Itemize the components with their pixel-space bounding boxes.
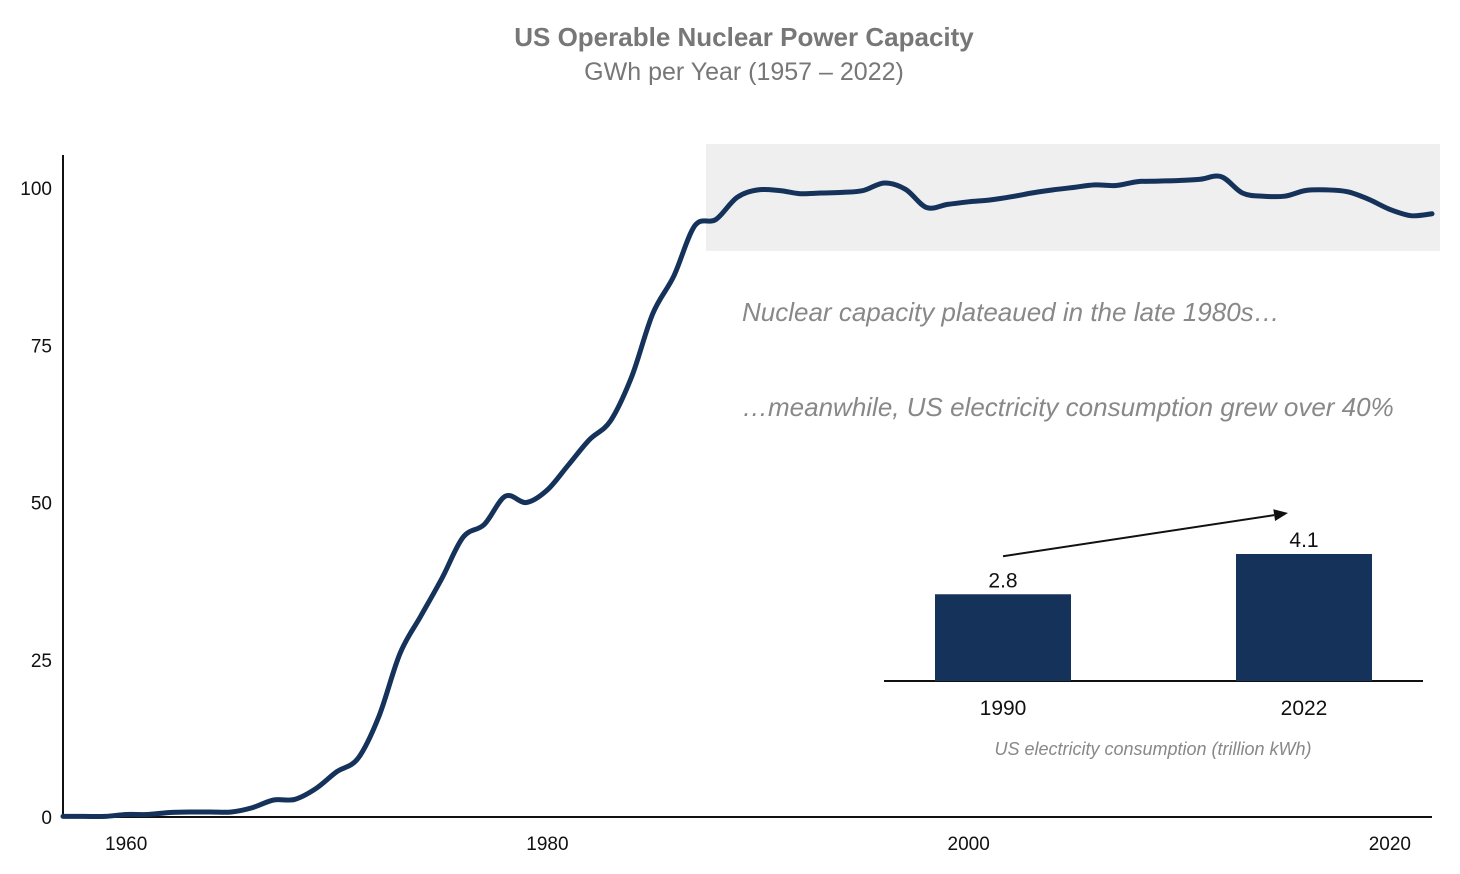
bar-value-label: 2.8 [988, 569, 1017, 592]
y-tick-label: 50 [31, 494, 52, 515]
y-tick-label: 75 [31, 336, 52, 357]
x-tick-label: 2000 [948, 834, 990, 855]
bar [935, 594, 1071, 681]
y-tick-label: 25 [31, 651, 52, 672]
consumption-annotation: …meanwhile, US electricity consumption g… [742, 392, 1394, 422]
bar-category-labels: 1990 2022 [980, 697, 1328, 720]
capacity-series-line [60, 173, 1435, 820]
x-tick-labels: 1960 1980 2000 2020 [105, 834, 1411, 855]
plateau-highlight-band [705, 143, 1440, 251]
x-tick-label: 1980 [526, 834, 568, 855]
y-tick-labels: 0 25 50 75 100 [20, 179, 52, 829]
bar [1236, 554, 1372, 681]
growth-arrow-head [1273, 509, 1288, 521]
x-tick-label: 1960 [105, 834, 147, 855]
plateau-annotation: Nuclear capacity plateaued in the late 1… [742, 297, 1280, 327]
chart-header: US Operable Nuclear Power Capacity GWh p… [514, 22, 974, 86]
growth-arrow [1002, 509, 1288, 558]
bar-chart-xlabel: US electricity consumption (trillion kWh… [994, 739, 1311, 759]
bar-category-label: 2022 [1281, 697, 1328, 720]
chart-title: US Operable Nuclear Power Capacity [514, 22, 974, 52]
chart-subtitle: GWh per Year (1957 – 2022) [584, 58, 904, 86]
consumption-bar-chart: 2.8 4.1 1990 2022 US electricity consumpti… [884, 509, 1423, 759]
growth-arrow-line [1002, 514, 1275, 558]
bar-category-label: 1990 [980, 697, 1027, 720]
y-tick-label: 0 [41, 808, 52, 829]
y-tick-label: 100 [20, 179, 52, 200]
line-chart-axes [62, 155, 1432, 818]
x-tick-label: 2020 [1369, 834, 1411, 855]
bar-value-labels: 2.8 4.1 [988, 529, 1318, 592]
bar-value-label: 4.1 [1289, 529, 1318, 552]
bars [935, 554, 1372, 681]
